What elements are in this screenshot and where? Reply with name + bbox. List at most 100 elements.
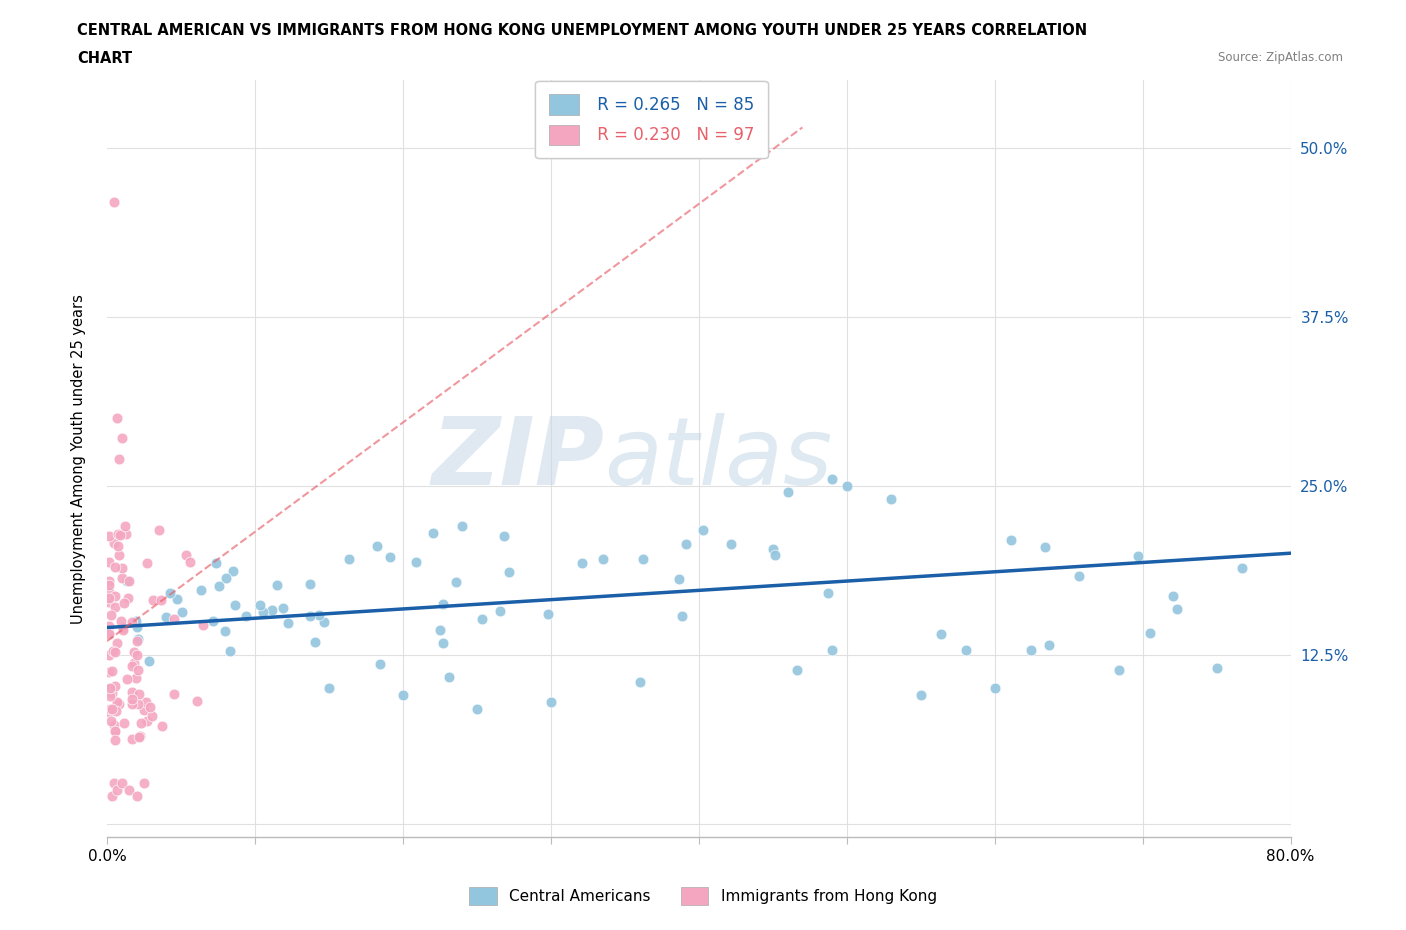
Text: ZIP: ZIP	[432, 413, 605, 505]
Point	[1126, 549, 1149, 564]
Point	[170, 604, 193, 619]
Point	[103, 733, 125, 748]
Point	[111, 561, 134, 576]
Point	[103, 776, 125, 790]
Point	[105, 694, 128, 709]
Point	[112, 595, 135, 610]
Point	[111, 776, 134, 790]
Point	[135, 555, 157, 570]
Point	[100, 607, 122, 622]
Legend: Central Americans, Immigrants from Hong Kong: Central Americans, Immigrants from Hong …	[461, 879, 945, 913]
Point	[136, 713, 159, 728]
Point	[127, 648, 149, 663]
Point	[260, 603, 283, 618]
Text: CENTRAL AMERICAN VS IMMIGRANTS FROM HONG KONG UNEMPLOYMENT AMONG YOUTH UNDER 25 : CENTRAL AMERICAN VS IMMIGRANTS FROM HONG…	[77, 23, 1087, 38]
Point	[471, 612, 494, 627]
Point	[692, 523, 714, 538]
Point	[537, 606, 560, 621]
Point	[138, 654, 160, 669]
Point	[128, 730, 150, 745]
Point	[498, 565, 520, 579]
Point	[127, 697, 149, 711]
Point	[115, 574, 138, 589]
Point	[405, 554, 427, 569]
Point	[1019, 643, 1042, 658]
Point	[214, 571, 236, 586]
Point	[100, 713, 122, 728]
Text: Source: ZipAtlas.com: Source: ZipAtlas.com	[1218, 51, 1343, 64]
Point	[776, 485, 799, 499]
Point	[880, 492, 903, 507]
Point	[111, 431, 134, 445]
Point	[103, 194, 125, 209]
Point	[720, 537, 742, 551]
Point	[176, 548, 198, 563]
Point	[762, 541, 785, 556]
Point	[451, 519, 474, 534]
Point	[97, 665, 120, 680]
Point	[97, 578, 120, 593]
Point	[107, 410, 129, 425]
Point	[204, 556, 226, 571]
Point	[299, 576, 322, 591]
Point	[100, 701, 122, 716]
Point	[1108, 662, 1130, 677]
Point	[1205, 660, 1227, 675]
Point	[103, 536, 125, 551]
Point	[392, 687, 415, 702]
Point	[314, 615, 336, 630]
Point	[492, 528, 515, 543]
Legend:  R = 0.265   N = 85,  R = 0.230   N = 97: R = 0.265 N = 85, R = 0.230 N = 97	[536, 81, 768, 158]
Point	[368, 658, 391, 672]
Point	[97, 626, 120, 641]
Point	[114, 716, 136, 731]
Point	[366, 538, 388, 553]
Point	[124, 671, 146, 685]
Point	[166, 592, 188, 607]
Point	[1038, 638, 1060, 653]
Point	[835, 478, 858, 493]
Point	[668, 571, 690, 586]
Point	[98, 591, 121, 606]
Point	[675, 537, 697, 551]
Point	[304, 634, 326, 649]
Point	[149, 592, 172, 607]
Point	[671, 608, 693, 623]
Point	[128, 686, 150, 701]
Point	[273, 601, 295, 616]
Point	[115, 526, 138, 541]
Point	[129, 715, 152, 730]
Point	[266, 578, 288, 592]
Point	[444, 574, 467, 589]
Point	[103, 599, 125, 614]
Point	[817, 586, 839, 601]
Point	[103, 717, 125, 732]
Point	[155, 609, 177, 624]
Point	[190, 583, 212, 598]
Point	[489, 604, 512, 618]
Point	[108, 548, 131, 563]
Point	[821, 472, 844, 486]
Point	[122, 644, 145, 659]
Point	[139, 699, 162, 714]
Point	[142, 592, 165, 607]
Point	[132, 702, 155, 717]
Text: atlas: atlas	[605, 413, 832, 504]
Point	[162, 612, 184, 627]
Point	[1232, 561, 1254, 576]
Point	[129, 728, 152, 743]
Point	[121, 658, 143, 673]
Point	[127, 631, 149, 646]
Point	[132, 776, 155, 790]
Point	[110, 614, 132, 629]
Point	[135, 695, 157, 710]
Y-axis label: Unemployment Among Youth under 25 years: Unemployment Among Youth under 25 years	[72, 294, 86, 623]
Point	[465, 701, 488, 716]
Point	[208, 578, 231, 593]
Point	[571, 555, 593, 570]
Point	[219, 644, 242, 658]
Point	[1069, 568, 1091, 583]
Point	[125, 789, 148, 804]
Point	[432, 596, 454, 611]
Point	[191, 618, 214, 632]
